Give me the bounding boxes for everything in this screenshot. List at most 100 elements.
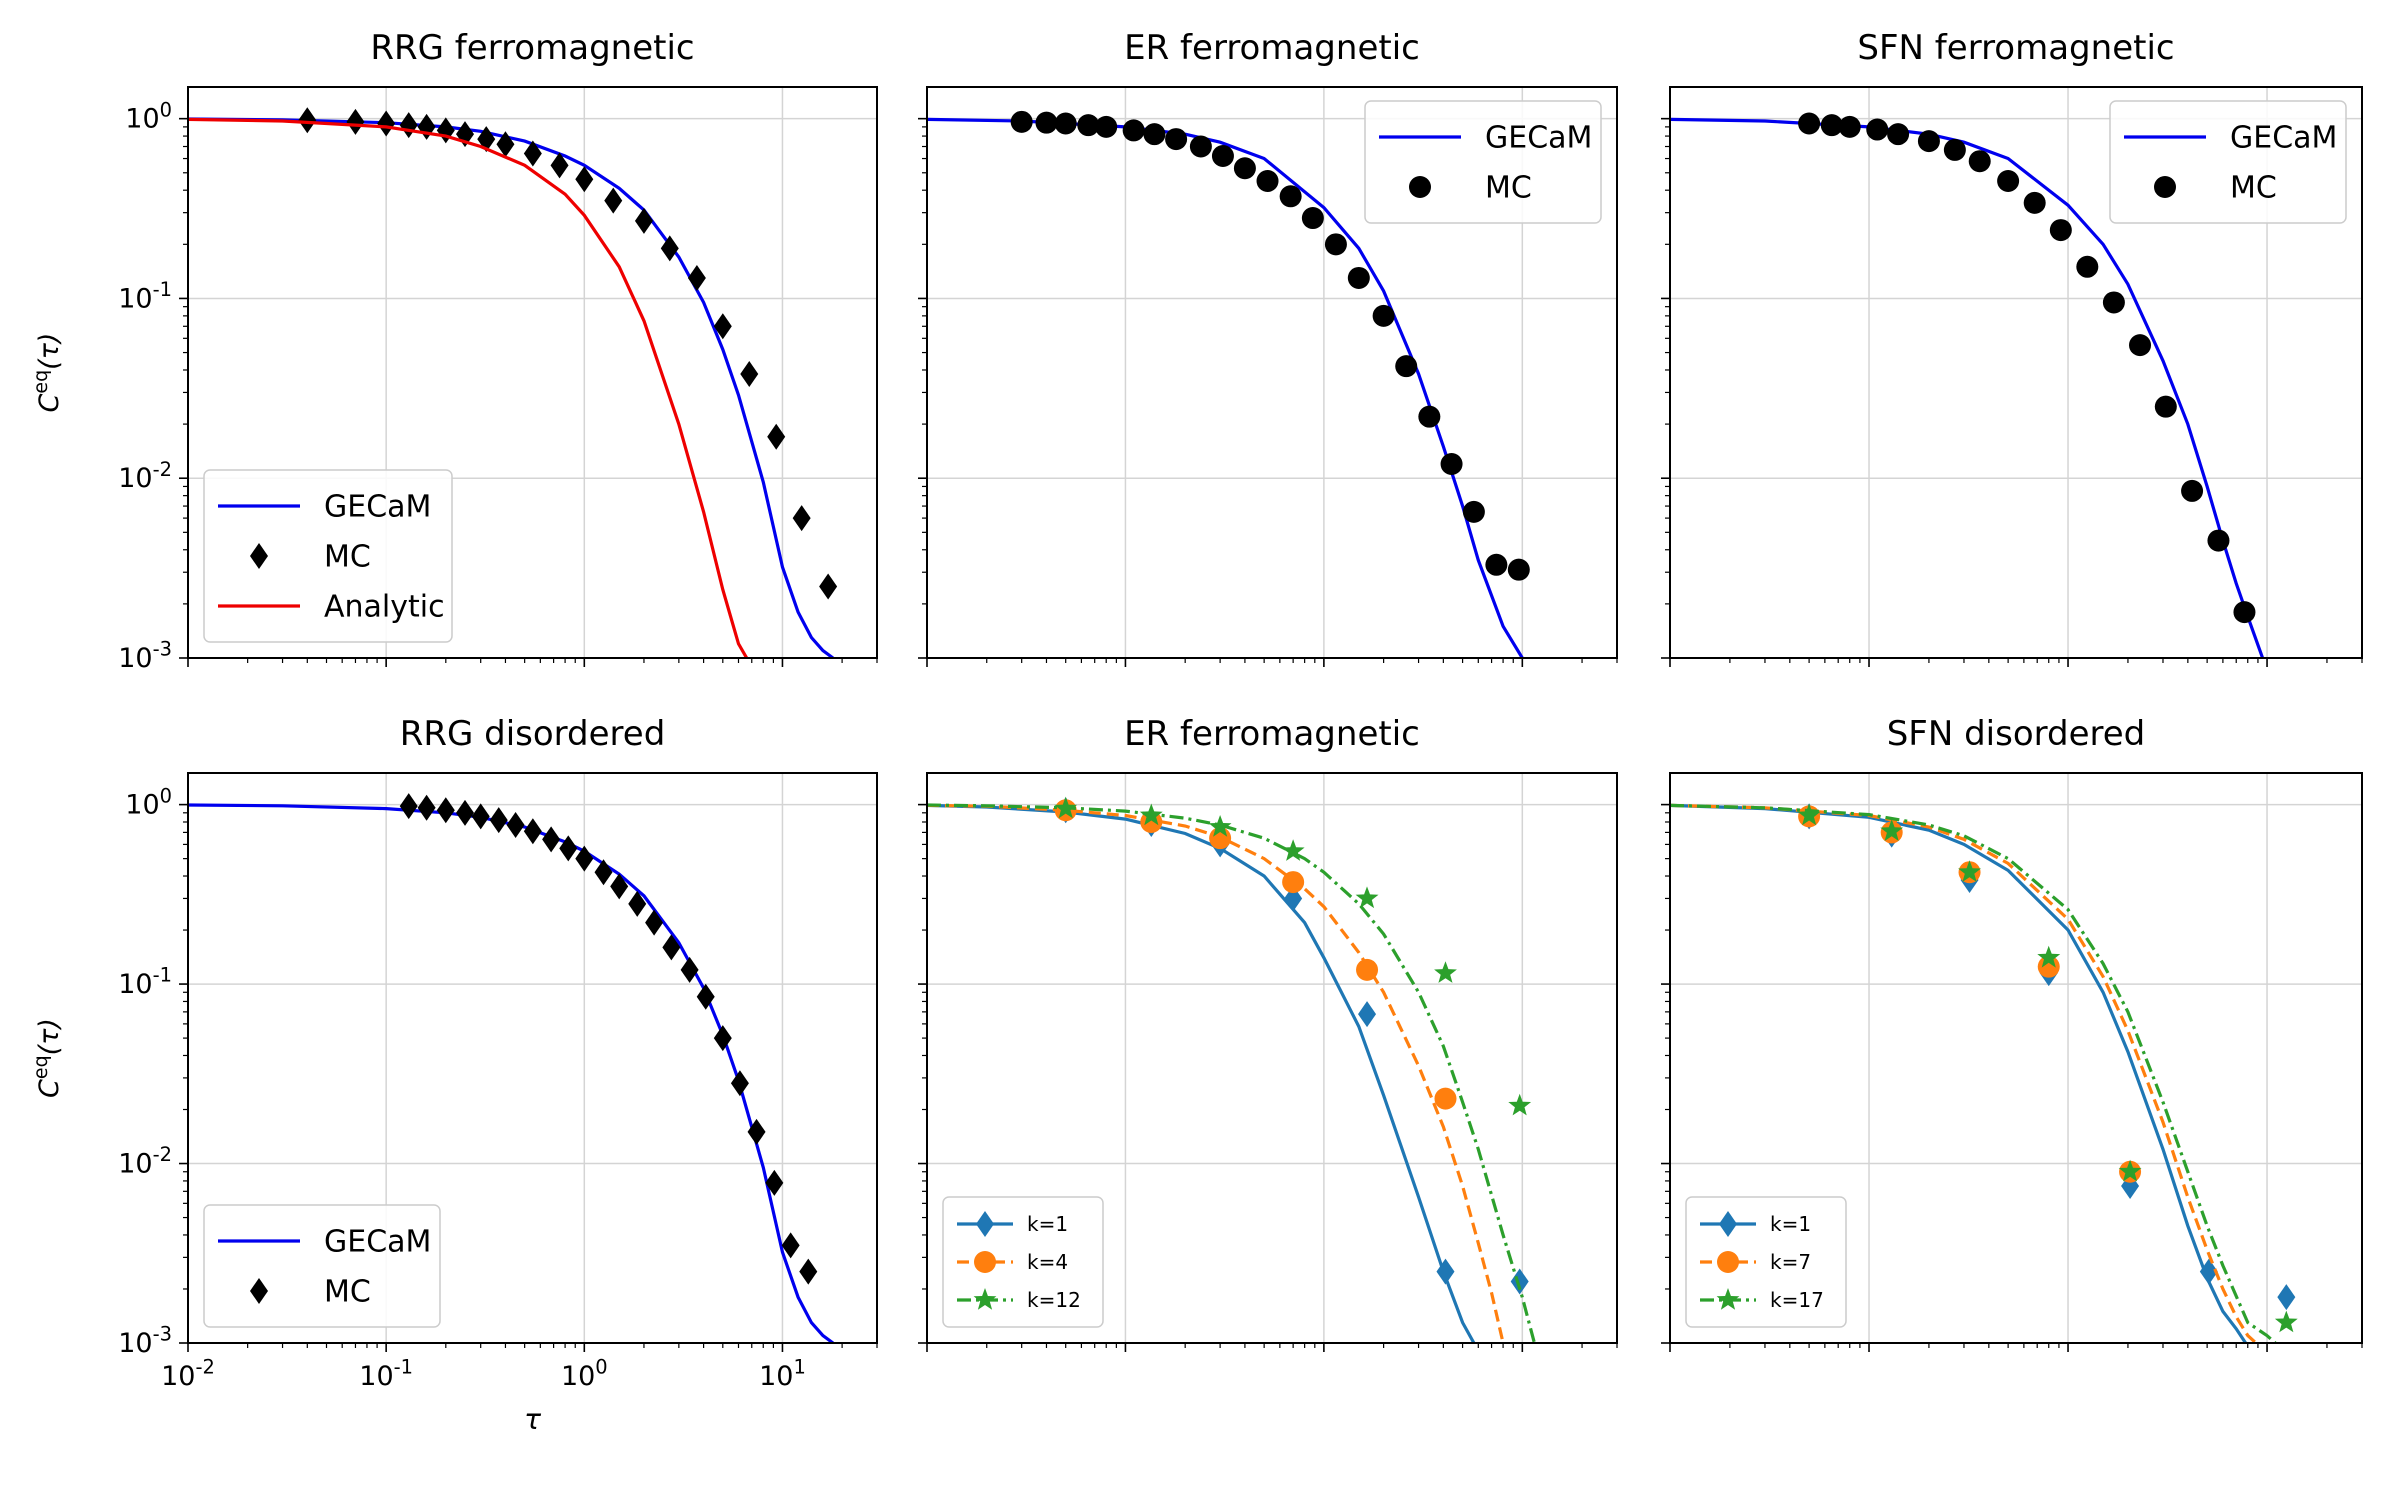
data-point <box>377 110 396 137</box>
panel-title: SFN disordered <box>1887 714 2146 754</box>
y-tick-label: 10-1 <box>118 964 172 1000</box>
data-point <box>1838 115 1861 138</box>
legend-marker <box>1409 176 1431 198</box>
panel-title: SFN ferromagnetic <box>1857 28 2174 68</box>
data-point <box>2233 601 2256 624</box>
legend-label: GECaM <box>324 490 431 525</box>
series-line-1 <box>927 803 1476 1343</box>
legend-label: k=1 <box>1027 1212 1068 1236</box>
legend-label: MC <box>324 1275 371 1310</box>
data-point <box>1943 138 1966 161</box>
legend-marker <box>974 1251 996 1273</box>
y-tick-label: 100 <box>125 98 172 134</box>
series-marker <box>1140 810 1163 833</box>
data-point <box>417 113 436 140</box>
series-line-3 <box>927 803 1536 1343</box>
data-point <box>2102 291 2125 314</box>
panel-5: ER ferromagnetic k=1 k=4 k=12 <box>918 714 1618 1352</box>
x-tick-label: 10-1 <box>359 1356 413 1392</box>
data-point <box>550 152 569 179</box>
legend: k=1 k=4 k=12 <box>942 1196 1104 1328</box>
data-point <box>1122 119 1145 142</box>
data-point <box>2076 255 2099 278</box>
data-point <box>559 835 578 862</box>
axes-frame <box>187 86 878 659</box>
data-point <box>506 811 525 838</box>
y-tick-label: 10-3 <box>118 1323 172 1359</box>
data-point <box>2129 334 2152 357</box>
legend-box <box>2109 100 2347 224</box>
series-marker <box>1139 803 1163 826</box>
data-point <box>687 264 706 291</box>
series-line-3 <box>188 117 749 658</box>
data-point <box>2181 479 2204 502</box>
axes-frame <box>187 772 878 1344</box>
plot-area <box>927 110 1530 658</box>
legend-label: k=1 <box>1770 1212 1811 1236</box>
legend: GECaM MC Analytic <box>203 469 453 643</box>
x-tick-label: 100 <box>561 1356 608 1392</box>
data-point <box>399 112 418 139</box>
y-axis-label: Ceq(τ) <box>30 1018 65 1098</box>
data-point <box>1233 157 1256 180</box>
data-point <box>1997 170 2020 193</box>
data-point <box>594 859 613 886</box>
series-line-3 <box>1670 803 2277 1343</box>
legend-marker <box>1719 1211 1737 1237</box>
panel-title: RRG ferromagnetic <box>370 28 694 68</box>
panel-2: ER ferromagnetic GECaM MC <box>918 28 1618 667</box>
plot-area <box>188 107 838 658</box>
data-point <box>1372 304 1395 327</box>
legend: GECaM MC <box>2109 100 2347 224</box>
data-point <box>680 956 699 983</box>
data-point <box>767 423 786 450</box>
panel-title: ER ferromagnetic <box>1124 714 1420 754</box>
data-point <box>1866 118 1889 141</box>
panel-6: SFN disordered k=1 k=7 k=17 <box>1661 714 2363 1352</box>
data-point <box>2154 395 2177 418</box>
data-point <box>575 166 594 193</box>
data-point <box>1077 114 1100 137</box>
x-tick-label: 101 <box>759 1356 806 1392</box>
data-point <box>1035 111 1058 134</box>
series-marker <box>1356 958 1379 981</box>
data-point <box>523 140 542 167</box>
legend-box <box>203 469 453 643</box>
data-point <box>1347 266 1370 289</box>
data-point <box>730 1070 749 1097</box>
series-marker <box>1434 1087 1457 1110</box>
legend-label: k=4 <box>1027 1250 1068 1274</box>
series-marker <box>2277 1284 2296 1311</box>
data-point <box>799 1258 818 1285</box>
series-marker <box>1436 1258 1455 1285</box>
data-point <box>1010 110 1033 133</box>
legend-box <box>203 1204 441 1328</box>
x-axis-label: τ <box>524 1403 541 1436</box>
y-tick-label: 10-2 <box>118 1143 172 1179</box>
legend-box <box>1364 100 1602 224</box>
data-point <box>575 845 594 872</box>
series-line-2 <box>1670 803 2258 1343</box>
legend: k=1 k=7 k=17 <box>1685 1196 1847 1328</box>
data-point <box>662 934 681 961</box>
data-point <box>1968 150 1991 173</box>
data-point <box>399 793 418 820</box>
data-point <box>417 794 436 821</box>
series-marker <box>1434 961 1457 983</box>
data-point <box>436 797 455 824</box>
legend-marker <box>250 543 268 569</box>
legend-label: GECaM <box>324 1225 431 1260</box>
data-point <box>1418 405 1441 428</box>
y-tick-label: 10-1 <box>118 278 172 314</box>
data-point <box>1143 123 1166 146</box>
legend-label: MC <box>324 540 371 575</box>
data-point <box>1798 112 1821 135</box>
legend-marker <box>973 1288 997 1310</box>
data-point <box>2023 191 2046 214</box>
panel-title: ER ferromagnetic <box>1124 28 1420 68</box>
series-marker <box>1958 860 1981 882</box>
data-point <box>696 983 715 1010</box>
data-point <box>740 360 759 387</box>
axes-frame <box>926 86 1618 659</box>
legend-marker <box>976 1211 994 1237</box>
